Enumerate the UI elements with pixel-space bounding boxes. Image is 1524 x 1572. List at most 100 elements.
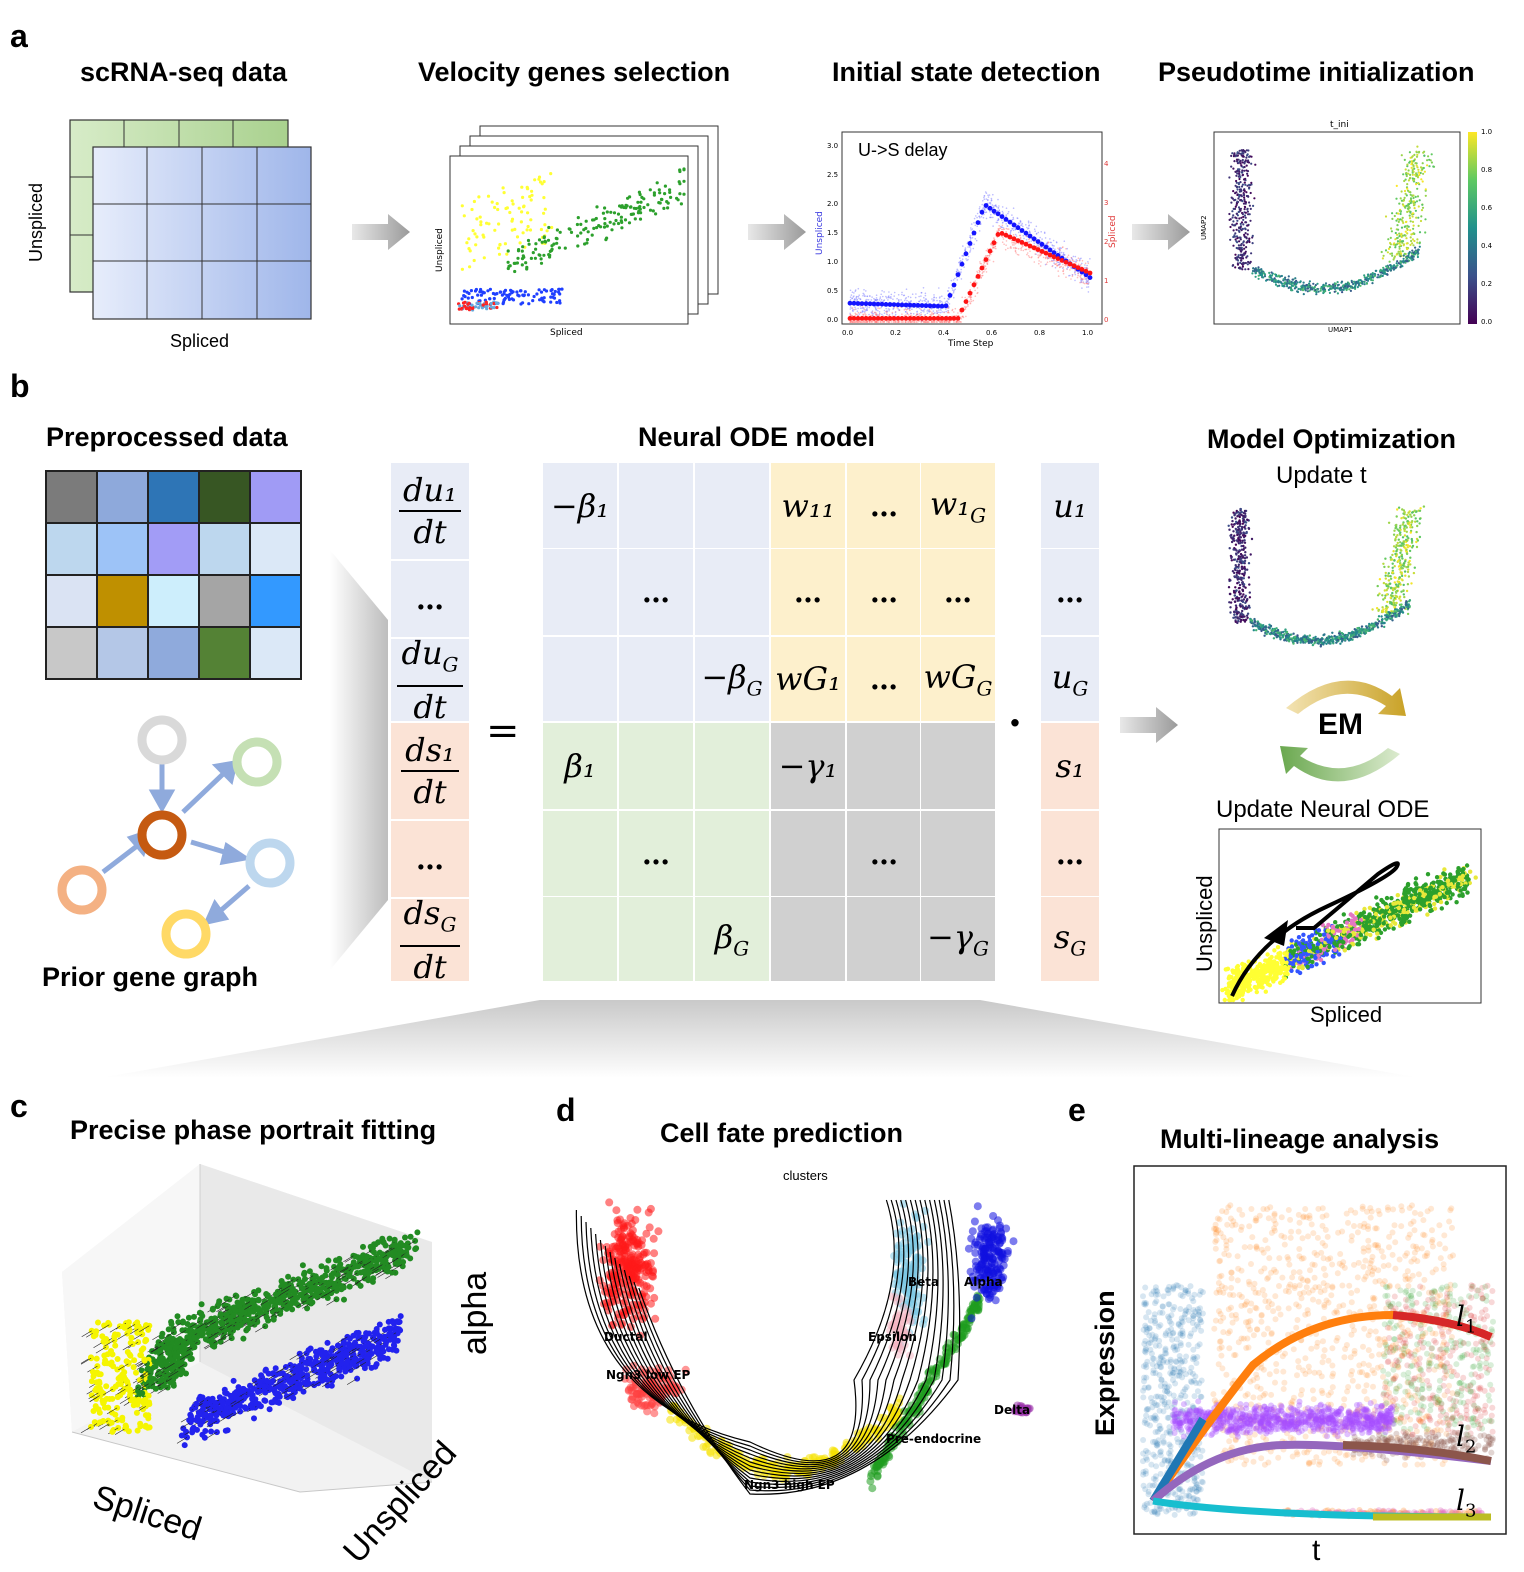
ellipsis: … <box>416 582 444 616</box>
panel-letter-a: a <box>10 18 28 54</box>
cluster-label: Ngn3 high EP <box>744 1478 835 1492</box>
matrix-cell: … <box>846 636 922 722</box>
matrix-cell: … <box>846 548 922 636</box>
stream-line <box>604 1199 924 1475</box>
cluster-label: Delta <box>994 1403 1031 1417</box>
scatter-ylabel: Unspliced <box>435 228 445 272</box>
matrix-entry: w₁G <box>929 484 987 528</box>
panel-letter-e: e <box>1068 1092 1086 1128</box>
rhs-entry: … <box>1056 575 1084 609</box>
rhs-term: uG <box>1040 636 1100 722</box>
rhs-entry: … <box>1056 837 1084 871</box>
delay-plot <box>841 131 1103 325</box>
update-ode-label: Update Neural ODE <box>1216 796 1430 823</box>
lhs-term: … <box>390 560 470 638</box>
colorbar-tick: 0.0 <box>1481 318 1493 326</box>
matrix-ylabel: Unspliced <box>26 182 46 262</box>
heatmap-cell <box>148 523 199 575</box>
rhs-term: … <box>1040 810 1100 898</box>
matrix-cell <box>694 810 770 898</box>
delay-ylabel-left: Unspliced <box>815 211 825 255</box>
heatmap-cell <box>97 627 148 679</box>
matrix-entry: w₁₁ <box>781 487 835 525</box>
title-velocity-genes: Velocity genes selection <box>418 57 731 87</box>
heatmap-cell <box>148 471 199 523</box>
fraction-numerator: ds₁ <box>401 730 459 772</box>
heatmap-cell <box>199 627 250 679</box>
matrix-entry: wG₁ <box>775 660 841 698</box>
delay-xtick: 0.2 <box>890 329 902 337</box>
heatmap-cell <box>199 523 250 575</box>
fraction-numerator: du₁ <box>399 470 461 512</box>
stream-line <box>628 1199 949 1489</box>
lhs-term: … <box>390 820 470 898</box>
cluster-label: Epsilon <box>868 1330 917 1344</box>
lineage-label-3: l3 <box>1456 1484 1477 1522</box>
heatmap-cell <box>250 575 301 627</box>
matrix-xlabel: Spliced <box>170 331 230 351</box>
matrix-entry: … <box>870 489 898 523</box>
matrix-cell <box>542 896 618 982</box>
matrix-entry: −γG <box>927 917 989 961</box>
panel-letter-b: b <box>10 368 30 404</box>
title-multi-lineage: Multi-lineage analysis <box>1160 1124 1440 1154</box>
update-t-label: Update t <box>1276 462 1367 489</box>
stream-line <box>590 1199 910 1468</box>
matrix-entry: β₁ <box>564 747 596 785</box>
colorbar-tick: 1.0 <box>1481 128 1493 136</box>
phase-xlabel: Spliced <box>1310 1002 1383 1027</box>
delay-ytick-right: 0 <box>1104 316 1109 324</box>
delay-ylabel-right: Spliced <box>1108 215 1118 248</box>
delay-ytick-left: 2.5 <box>827 171 839 179</box>
fraction-numerator: duG <box>397 633 463 687</box>
velocity-scatter-stack <box>449 125 719 325</box>
heatmap-cell <box>46 627 97 679</box>
cluster-label: Alpha <box>964 1275 1003 1289</box>
umap-ylabel: UMAP2 <box>1200 215 1208 240</box>
lineage-label-2: l2 <box>1456 1420 1477 1458</box>
title-neural-ode: Neural ODE model <box>638 422 876 452</box>
matrix-entry: … <box>642 837 670 871</box>
delay-xtick: 1.0 <box>1082 329 1094 337</box>
prior-gene-graph <box>57 715 295 959</box>
stream-line <box>614 1199 934 1480</box>
preprocessed-heatmap <box>45 470 302 680</box>
delay-ytick-right: 4 <box>1104 160 1109 168</box>
matrix-cell: … <box>846 810 922 898</box>
delay-ytick-left: 1.5 <box>827 229 839 237</box>
matrix-cell: wGG <box>920 636 996 722</box>
title-model-optimization: Model Optimization <box>1207 424 1456 454</box>
matrix-entry: … <box>642 575 670 609</box>
stream-line <box>585 1199 905 1466</box>
lhs-term: du₁ dt <box>390 462 470 560</box>
fan-shade <box>100 1000 1420 1078</box>
multi-lineage-plot <box>1133 1165 1507 1535</box>
matrix-entry: … <box>870 837 898 871</box>
delay-ytick-right: 2 <box>1104 238 1109 246</box>
lineage-xlabel: t <box>1312 1534 1321 1567</box>
stream-line <box>633 1199 955 1492</box>
delay-xlabel: Time Step <box>948 339 994 349</box>
heatmap-cell <box>46 471 97 523</box>
panel-letter-c: c <box>10 1088 28 1124</box>
rhs-entry: u₁ <box>1053 487 1087 525</box>
arrow-icon-4 <box>1120 707 1178 743</box>
heatmap-cell <box>97 471 148 523</box>
matrix-entry: … <box>870 575 898 609</box>
matrix-cell: … <box>770 548 846 636</box>
lhs-term: ds₁ dt <box>390 722 470 820</box>
stream-line <box>609 1199 929 1477</box>
cluster-label: Ductal <box>604 1330 648 1344</box>
matrix-cell: −β₁ <box>542 462 618 550</box>
heatmap-cell <box>250 627 301 679</box>
matrix-cell <box>846 896 922 982</box>
matrix-entry: βG <box>714 917 750 961</box>
stream-line <box>599 1199 919 1472</box>
matrix-entry: … <box>944 575 972 609</box>
delay-ytick-left: 1.0 <box>827 258 839 266</box>
delay-xtick: 0.8 <box>1034 329 1046 337</box>
umap-update-t <box>1227 505 1426 648</box>
title-initial-state: Initial state detection <box>832 57 1101 87</box>
fraction-denominator: dt <box>413 687 447 726</box>
title-preprocessed: Preprocessed data <box>46 422 288 452</box>
